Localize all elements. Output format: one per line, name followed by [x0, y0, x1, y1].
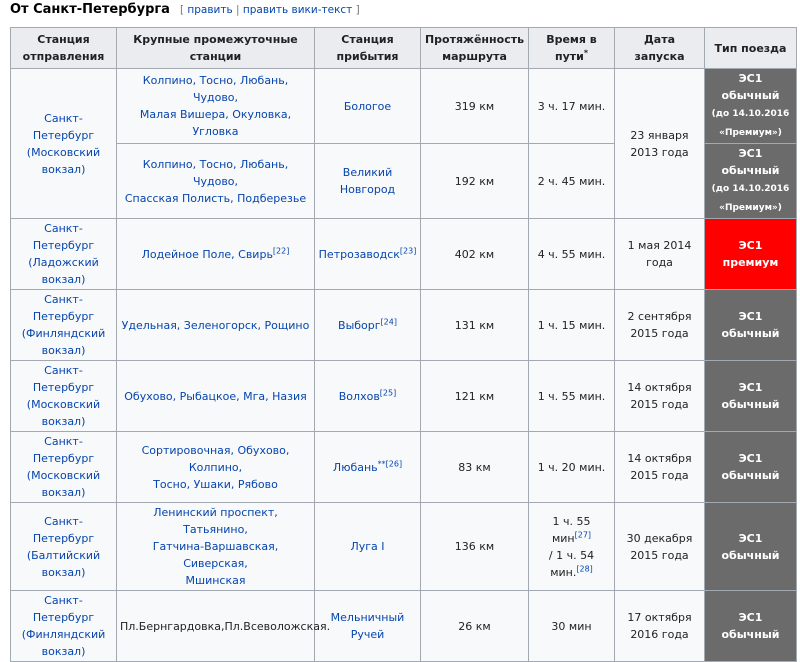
departure-cell: Санкт-Петербург (Финляндский вокзал) [10, 590, 117, 662]
arrival-cell: Бологое [314, 68, 421, 144]
table-row: Колпино, Тосно, Любань, Чудово, Спасская… [11, 143, 797, 219]
table-row: Санкт-Петербург (Московский вокзал) Колп… [10, 68, 797, 219]
col-time[interactable]: Время в пути* [528, 27, 615, 69]
arrival-cell: Выборг[24] [314, 289, 421, 361]
table-header-row: Станция отправления Крупные промежуточны… [10, 27, 797, 69]
length-cell: 121 км [420, 360, 529, 432]
train-type-badge: ЭС1 обычный [704, 590, 797, 662]
arrival-link[interactable]: Великий Новгород [339, 166, 396, 196]
section-title: От Санкт-Петербурга [10, 2, 170, 17]
launch-cell: 14 октября 2015 года [614, 431, 705, 503]
col-arrival[interactable]: Станция прибытия [314, 27, 421, 69]
train-type-badge: ЭС1 обычный (до 14.10.2016 «Премиум») [704, 143, 797, 219]
intermediate-cell: Колпино, Тосно, Любань, Чудово, Малая Ви… [116, 68, 315, 144]
launch-cell: 17 октября 2016 года [614, 590, 705, 662]
table-row: Санкт-Петербург (Финляндский вокзал) Пл.… [10, 590, 797, 662]
arrival-cell: Мельничный Ручей [314, 590, 421, 662]
length-cell: 83 км [420, 431, 529, 503]
departure-cell: Санкт-Петербург (Балтийский вокзал) [10, 502, 117, 591]
length-cell: 402 км [420, 218, 529, 290]
reference-link[interactable]: [27] [574, 529, 592, 539]
table-row: Санкт-Петербург (Московский вокзал) Обух… [10, 360, 797, 432]
launch-cell: 1 мая 2014 года [614, 218, 705, 290]
train-type-badge: ЭС1 обычный [704, 431, 797, 503]
length-cell: 192 км [420, 143, 529, 219]
reference-link[interactable]: **[26] [377, 458, 403, 468]
length-cell: 319 км [420, 68, 529, 144]
time-cell: 1 ч. 55 мин[27] / 1 ч. 54 мин.[28] [528, 502, 615, 591]
section-heading: От Санкт-Петербурга [ править | править … [10, 2, 360, 17]
launch-cell: 14 октября 2015 года [614, 360, 705, 432]
time-cell: 1 ч. 55 мин. [528, 360, 615, 432]
intermediate-cell: Пл.Бернгардовка,Пл.Всеволожская. [116, 590, 330, 662]
table-row: Санкт-Петербург (Финляндский вокзал) Уде… [10, 289, 797, 361]
time-cell: 2 ч. 45 мин. [528, 143, 615, 219]
departure-cell: Санкт-Петербург (Финляндский вокзал) [10, 289, 117, 361]
arrival-cell: Петрозаводск[23] [314, 218, 421, 290]
time-cell: 3 ч. 17 мин. [528, 68, 615, 144]
departure-link[interactable]: Санкт-Петербург [32, 111, 95, 142]
launch-cell: 2 сентября 2015 года [614, 289, 705, 361]
intermediate-cell: Ленинский проспект, Татьянино, Гатчина-В… [116, 502, 315, 591]
length-cell: 136 км [420, 502, 529, 591]
intermediate-cell: Удельная, Зеленогорск, Рощино [116, 289, 315, 361]
edit-link[interactable]: править [187, 4, 233, 16]
table-row: Санкт-Петербург (Ладожский вокзал) Лодей… [10, 218, 797, 290]
reference-link[interactable]: [25] [379, 387, 397, 397]
arrival-cell: Луга I [314, 502, 421, 591]
time-cell: 1 ч. 20 мин. [528, 431, 615, 503]
reference-link[interactable]: [24] [380, 316, 397, 326]
arrival-link[interactable]: Бологое [343, 99, 392, 113]
edit-source-link[interactable]: править вики-текст [242, 4, 353, 16]
time-cell: 4 ч. 55 мин. [528, 218, 615, 290]
reference-link[interactable]: [22] [272, 245, 290, 255]
departure-cell: Санкт-Петербург (Московский вокзал) [10, 360, 117, 432]
intermediate-cell: Колпино, Тосно, Любань, Чудово, Спасская… [116, 143, 315, 219]
intermediate-cell: Обухово, Рыбацкое, Мга, Назия [116, 360, 315, 432]
table-row: Санкт-Петербург (Балтийский вокзал) Лени… [10, 502, 797, 591]
train-type-badge: ЭС1 обычный (до 14.10.2016 «Премиум») [704, 68, 797, 144]
arrival-cell: Любань**[26] [314, 431, 421, 503]
launch-cell: 23 января 2013 года [614, 68, 705, 219]
departure-cell: Санкт-Петербург (Ладожский вокзал) [10, 218, 117, 290]
length-cell: 131 км [420, 289, 529, 361]
launch-cell: 30 декабря 2015 года [614, 502, 705, 591]
col-intermediate[interactable]: Крупные промежуточные станции [116, 27, 315, 69]
col-departure[interactable]: Станция отправления [10, 27, 117, 69]
col-length[interactable]: Протяжённость маршрута [420, 27, 529, 69]
routes-table: Станция отправления Крупные промежуточны… [10, 27, 797, 662]
time-cell: 1 ч. 15 мин. [528, 289, 615, 361]
departure-cell: Санкт-Петербург (Московский вокзал) [10, 68, 117, 219]
intermediate-cell: Сортировочная, Обухово, Колпино, Тосно, … [116, 431, 315, 503]
intermediate-cell: Лодейное Поле, Свирь[22] [116, 218, 315, 290]
train-type-badge: ЭС1 обычный [704, 360, 797, 432]
length-cell: 26 км [420, 590, 529, 662]
table-row: Санкт-Петербург (Московский вокзал) Сорт… [10, 431, 797, 503]
time-cell: 30 мин [528, 590, 615, 662]
col-train-type[interactable]: Тип поезда [704, 27, 797, 69]
arrival-cell: Волхов[25] [314, 360, 421, 432]
reference-link[interactable]: [23] [399, 245, 417, 255]
train-type-badge-premium: ЭС1 премиум [704, 218, 797, 290]
col-launch[interactable]: Дата запуска [614, 27, 705, 69]
train-type-badge: ЭС1 обычный [704, 502, 797, 591]
edit-links: [ править | править вики-текст ] [179, 4, 360, 16]
arrival-cell: Великий Новгород [314, 143, 421, 219]
train-type-badge: ЭС1 обычный [704, 289, 797, 361]
reference-link[interactable]: [28] [576, 563, 593, 573]
departure-cell: Санкт-Петербург (Московский вокзал) [10, 431, 117, 503]
